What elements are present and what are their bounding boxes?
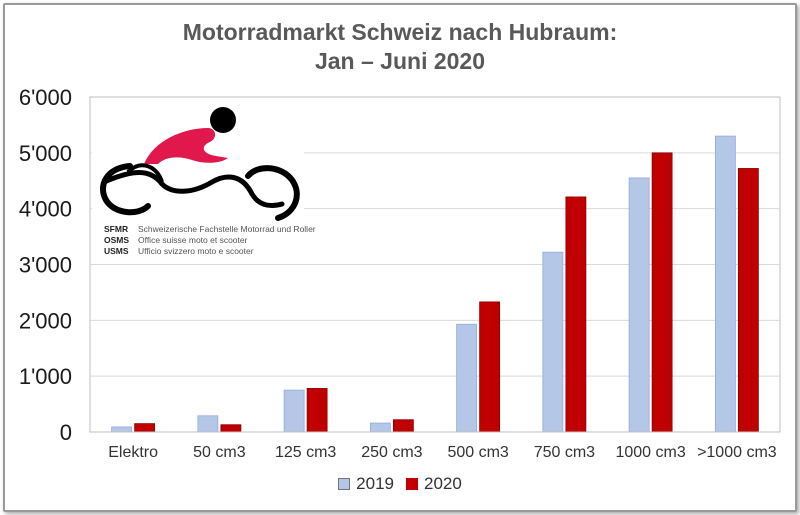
bar-2019-7 <box>714 135 736 433</box>
chart-title-line-1: Motorradmarkt Schweiz nach Hubraum: <box>182 19 618 45</box>
legend-swatch-2019 <box>338 478 351 490</box>
legend-item-2020: 2020 <box>406 474 462 494</box>
chart-legend: 2019 2020 <box>0 474 800 494</box>
x-tick-label: 50 cm3 <box>193 444 246 461</box>
bar-2020-6 <box>651 152 673 433</box>
logo-line-sfmr: SFMR Schweizerische Fachstelle Motorrad u… <box>104 224 316 234</box>
y-tick-label: 5'000 <box>19 141 72 166</box>
chart-title: Motorradmarkt Schweiz nach Hubraum: Jan … <box>0 18 800 76</box>
bar-2020-3 <box>392 419 414 433</box>
logo-line-osms: OSMS Office suisse moto et scooter <box>104 235 248 245</box>
sfmr-logo: SFMR Schweizerische Fachstelle Motorrad u… <box>92 98 316 263</box>
x-tick-label: 250 cm3 <box>361 444 422 461</box>
bar-2019-2 <box>283 389 305 433</box>
y-tick-label: 2'000 <box>19 308 72 333</box>
y-tick-label: 1'000 <box>19 364 72 389</box>
bar-2019-5 <box>542 251 564 433</box>
x-tick-label: >1000 cm3 <box>697 444 777 461</box>
bar-2019-6 <box>628 177 650 433</box>
x-tick-label: 125 cm3 <box>275 444 336 461</box>
x-tick-label: 1000 cm3 <box>615 444 685 461</box>
bar-2019-0 <box>111 426 133 433</box>
y-tick-label: 6'000 <box>19 85 72 110</box>
bar-2019-4 <box>456 323 478 433</box>
legend-label-2020: 2020 <box>424 474 462 493</box>
x-tick-label: 500 cm3 <box>447 444 508 461</box>
legend-label-2019: 2019 <box>356 474 394 493</box>
bar-2020-5 <box>565 196 587 433</box>
motorcycle-rider-icon <box>100 107 300 221</box>
bar-2020-7 <box>737 168 759 433</box>
x-tick-label: 750 cm3 <box>534 444 595 461</box>
bar-2020-1 <box>220 424 242 433</box>
y-tick-label: 0 <box>60 420 72 445</box>
legend-item-2019: 2019 <box>338 474 394 494</box>
bar-2019-3 <box>369 422 391 433</box>
bar-2020-2 <box>306 388 328 433</box>
y-tick-label: 3'000 <box>19 253 72 278</box>
bar-2020-0 <box>134 423 156 433</box>
logo-line-usms: USMS Ufficio svizzero moto e scooter <box>104 246 254 256</box>
bar-2020-4 <box>479 301 501 433</box>
bar-2019-1 <box>197 415 219 433</box>
chart-title-line-2: Jan – Juni 2020 <box>314 48 486 74</box>
x-tick-label: Elektro <box>108 444 158 461</box>
legend-swatch-2020 <box>406 478 418 490</box>
y-tick-label: 4'000 <box>19 197 72 222</box>
